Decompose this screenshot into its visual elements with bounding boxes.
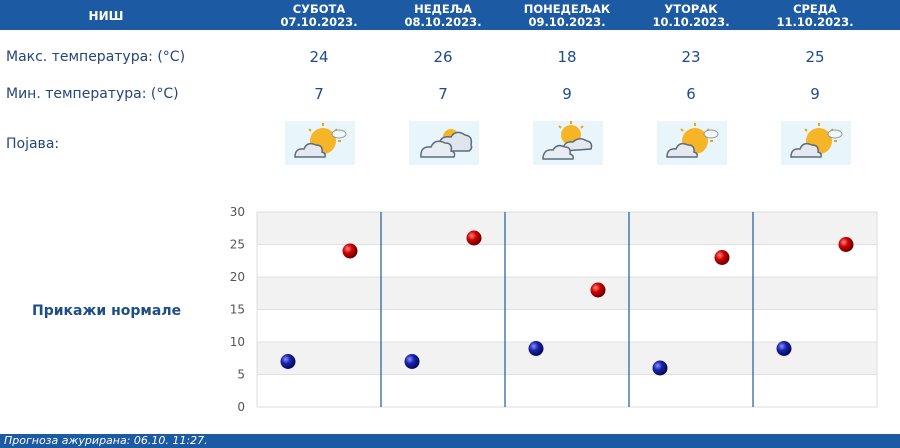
y-tick-label: 5 [237, 368, 245, 382]
grid-band [257, 277, 877, 310]
max-temp-label: Макс. температура: (°C) [6, 49, 186, 65]
max-temp-point [342, 243, 358, 259]
max-temp-point [590, 282, 606, 298]
grid-band [257, 212, 877, 245]
min-temp-point [652, 360, 668, 376]
updated-text: Прогноза ажурирана: 06.10. 11:27. [4, 434, 208, 447]
max-temp-value: 25 [805, 48, 825, 66]
partly-sunny-icon [657, 121, 727, 165]
y-tick-label: 0 [237, 400, 245, 414]
min-temp-value: 7 [438, 85, 448, 103]
day-date: 09.10.2023. [528, 15, 606, 29]
y-tick-label: 15 [230, 303, 245, 317]
min-temp-value: 7 [314, 85, 324, 103]
cloudy-icon [409, 121, 479, 165]
max-temp-value: 24 [309, 48, 329, 66]
day-name: СРЕДА [793, 2, 837, 16]
max-temp-point [714, 250, 730, 265]
y-tick-label: 10 [230, 335, 245, 349]
day-name: УТОРАК [664, 2, 718, 16]
grid-band [257, 309, 877, 342]
day-date: 08.10.2023. [404, 15, 482, 29]
day-header: НЕДЕЉА 08.10.2023. [381, 3, 505, 29]
day-header: СУБОТА 07.10.2023. [257, 3, 381, 29]
min-temp-point [528, 341, 544, 356]
min-temp-point [280, 354, 296, 369]
min-temp-point [776, 341, 792, 356]
grid-band [257, 244, 877, 277]
partly-sunny-icon [285, 121, 355, 165]
day-header: ПОНЕДЕЉАК 09.10.2023. [505, 3, 629, 29]
plot-border [256, 211, 878, 408]
max-temp-point [466, 230, 482, 246]
day-header: СРЕДА 11.10.2023. [753, 3, 877, 29]
grid-band [257, 374, 877, 407]
min-temp-point [404, 354, 420, 369]
max-temp-value: 23 [681, 48, 701, 66]
day-name: СУБОТА [292, 2, 346, 16]
day-header: УТОРАК 10.10.2023. [629, 3, 753, 29]
day-date: 11.10.2023. [776, 15, 854, 29]
day-name: ПОНЕДЕЉАК [523, 2, 611, 16]
max-temp-point [838, 237, 854, 252]
y-tick-label: 20 [230, 270, 245, 284]
grid-band [257, 342, 877, 375]
day-date: 07.10.2023. [280, 15, 358, 29]
min-temp-label: Мин. температура: (°C) [6, 86, 179, 102]
city-name: НИШ [88, 9, 124, 23]
cloudy-sun-icon [533, 121, 603, 165]
partly-sunny-icon [781, 121, 851, 165]
min-temp-value: 6 [686, 85, 696, 103]
y-tick-label: 30 [230, 205, 245, 219]
phenomenon-label: Појава: [6, 136, 60, 152]
min-temp-value: 9 [562, 85, 572, 103]
day-date: 10.10.2023. [652, 15, 730, 29]
footer-bar: Прогноза ажурирана: 06.10. 11:27. [0, 434, 900, 448]
max-temp-value: 18 [557, 48, 577, 66]
min-temp-value: 9 [810, 85, 820, 103]
show-normals-link[interactable]: Прикажи нормале [32, 303, 182, 319]
header-bar: НИШ СУБОТА 07.10.2023. НЕДЕЉА 08.10.2023… [0, 0, 900, 30]
max-temp-value: 26 [433, 48, 453, 66]
day-name: НЕДЕЉА [414, 2, 472, 16]
y-tick-label: 25 [230, 238, 245, 252]
